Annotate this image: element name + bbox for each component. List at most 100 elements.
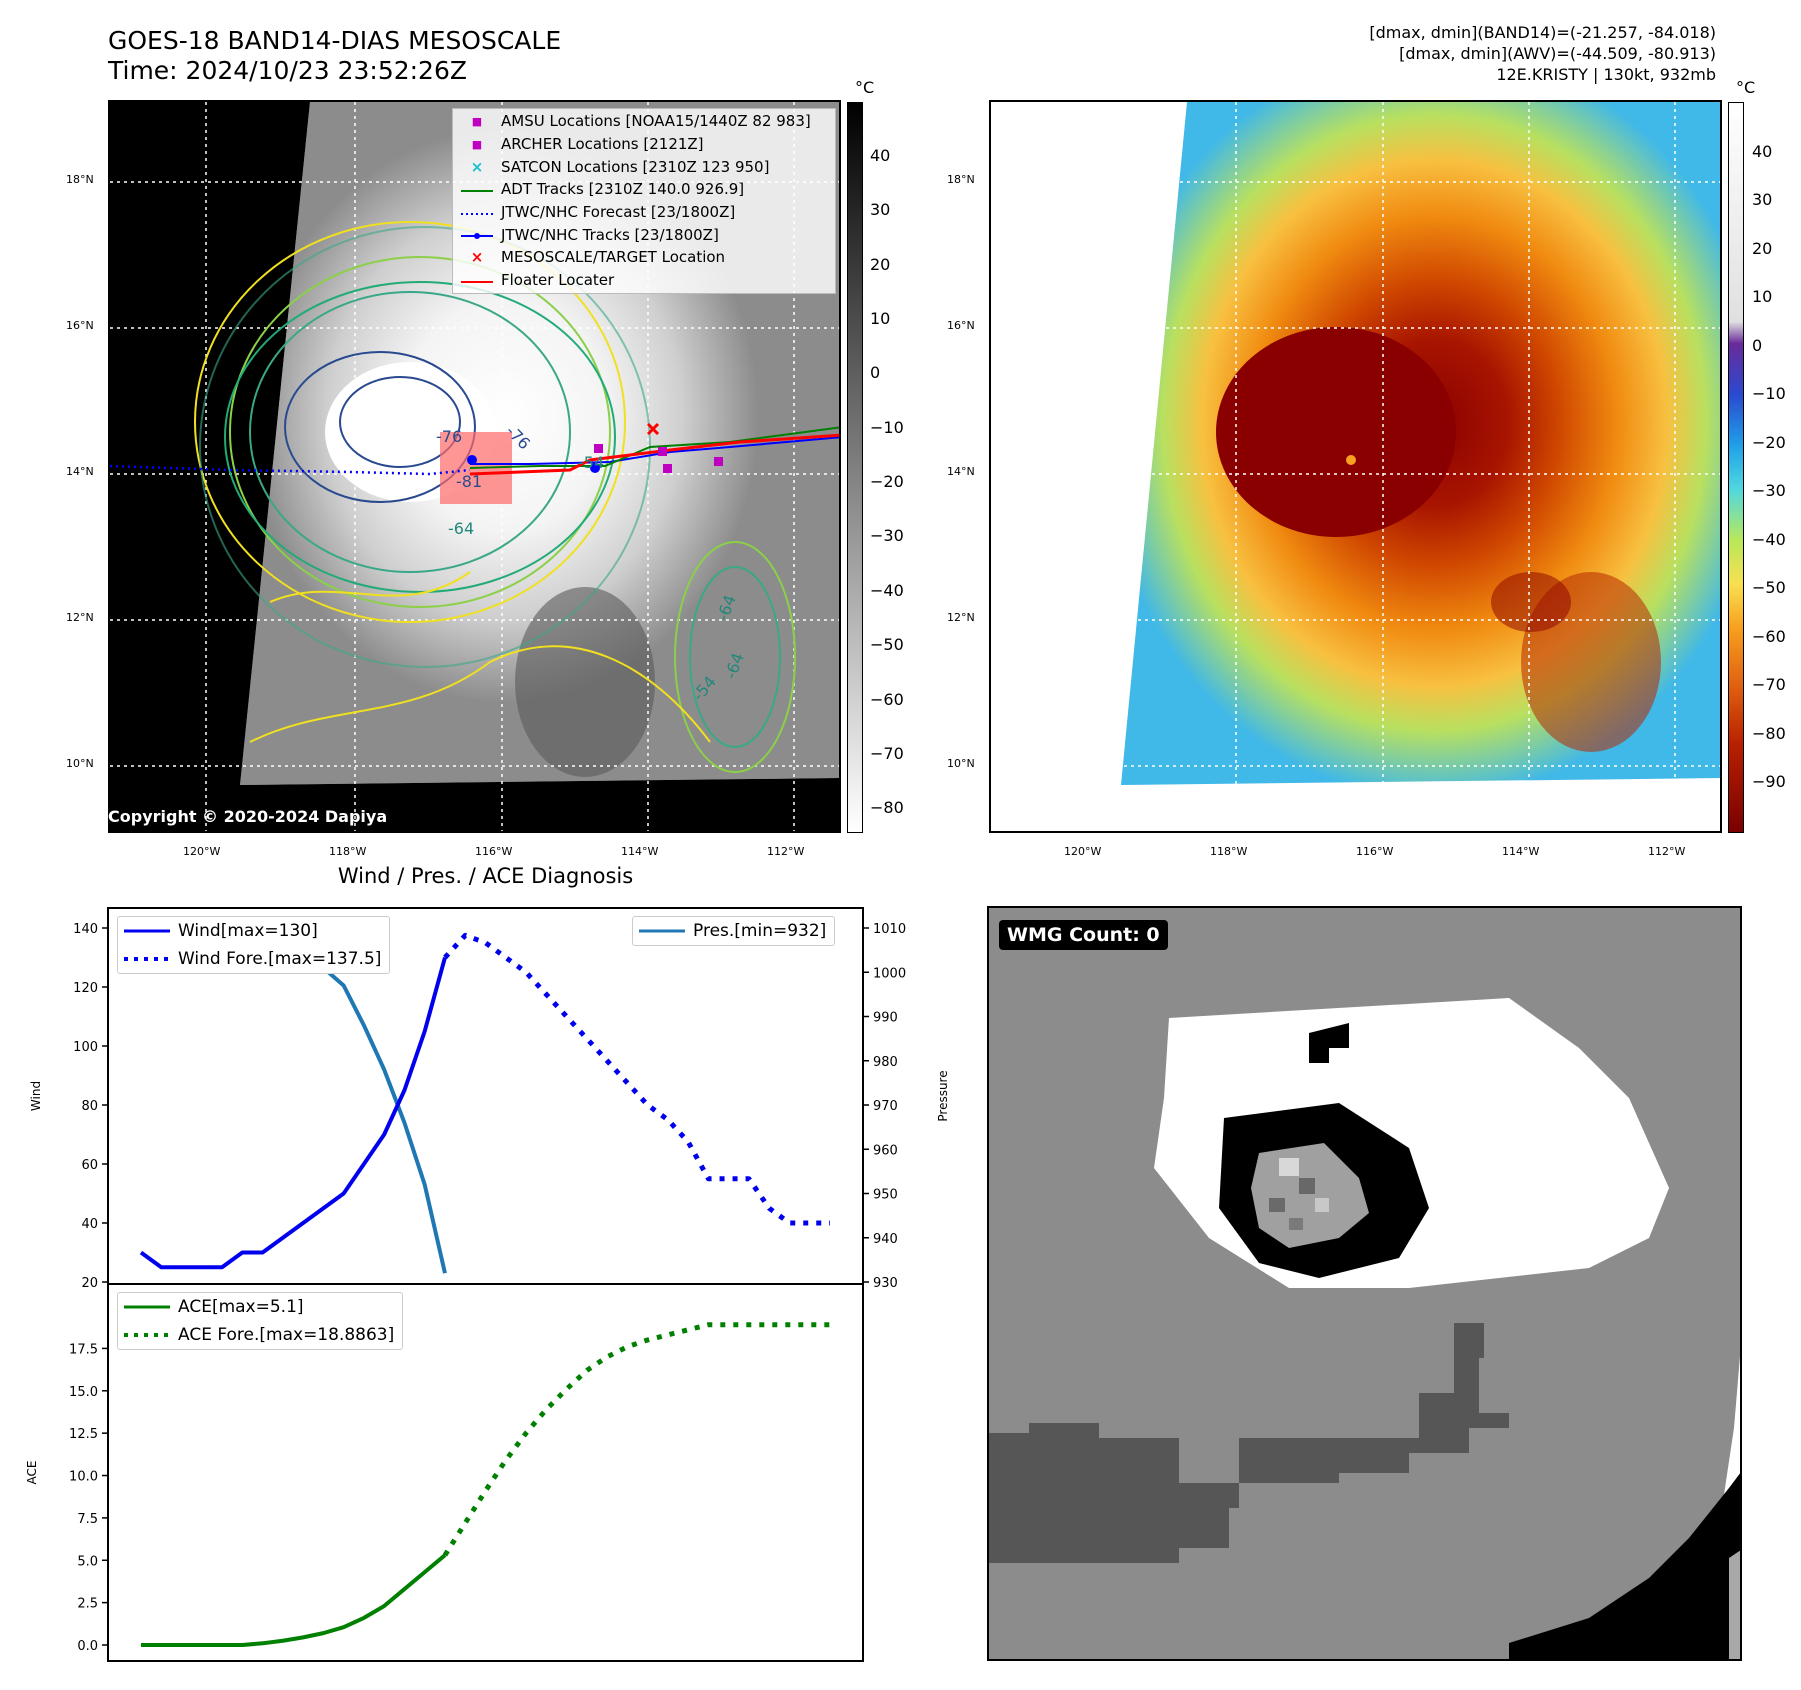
mesoscale-target-marker xyxy=(646,422,660,436)
black-arc xyxy=(1509,1473,1740,1659)
chart-title: Wind / Pres. / ACE Diagnosis xyxy=(337,864,634,888)
pressure-tick-label: 980 xyxy=(873,1055,898,1070)
lat-label: 18°N xyxy=(66,173,94,186)
ace-tick-label: 2.5 xyxy=(77,1597,98,1612)
ace-tick-label: 17.5 xyxy=(69,1342,98,1357)
wind-tick-label: 40 xyxy=(81,1217,98,1232)
colorbar-tick: 0 xyxy=(1752,336,1763,355)
floater-locater-line xyxy=(469,433,839,476)
ace-legend: ACE[max=5.1] ACE Fore.[max=18.8863] xyxy=(117,1292,404,1350)
wmg-count-badge: WMG Count: 0 xyxy=(999,920,1168,950)
colorbar-tick: 20 xyxy=(870,255,891,274)
lon-label: 118°W xyxy=(329,845,367,858)
pressure-line xyxy=(141,939,447,1274)
wind-forecast-line xyxy=(443,932,830,1226)
ir-map-panel: -76 -76 -81 -64 -54 -64 -64 -54 ■ AMSU Lo… xyxy=(108,100,841,833)
wind-legend: Wind[max=130] Wind Fore.[max=137.5] xyxy=(117,916,391,974)
legend-item-pressure: Pres.[min=932] xyxy=(639,921,827,941)
figure-title: GOES-18 BAND14-DIAS MESOSCALE Time: 2024… xyxy=(108,26,561,86)
legend-item-adt: ADT Tracks [2310Z 140.0 926.9] xyxy=(453,178,835,201)
title-line-1: GOES-18 BAND14-DIAS MESOSCALE xyxy=(108,26,562,55)
pressure-tick-label: 970 xyxy=(873,1099,898,1114)
colorbar-tick: −80 xyxy=(870,798,904,817)
ace-line xyxy=(141,1553,447,1647)
x-marker-icon: × xyxy=(470,248,484,267)
ace-tick-label: 5.0 xyxy=(77,1554,98,1569)
line-icon xyxy=(461,180,493,198)
legend-item-mesoscale: × MESOSCALE/TARGET Location xyxy=(453,246,835,269)
legend-item-wind-forecast: Wind Fore.[max=137.5] xyxy=(124,949,382,969)
lat-label: 12°N xyxy=(947,611,975,624)
wind-tick-label: 100 xyxy=(73,1040,98,1055)
svg-text:-64: -64 xyxy=(448,519,474,538)
colorbar-tick: −70 xyxy=(870,744,904,763)
title-line-2: Time: 2024/10/23 23:52:26Z xyxy=(108,56,467,85)
colorbar-tick: −30 xyxy=(1752,481,1786,500)
amsu-markers xyxy=(594,444,723,473)
track-point-marker xyxy=(467,455,477,465)
dark-band xyxy=(989,1323,1509,1563)
colorbar-tick: −40 xyxy=(1752,530,1786,549)
lon-label: 112°W xyxy=(1648,845,1686,858)
color-colorbar-unit: °C xyxy=(1736,78,1756,97)
colorbar-tick: 20 xyxy=(1752,239,1773,258)
line-icon xyxy=(461,271,493,289)
lat-label: 16°N xyxy=(947,319,975,332)
gray-colorbar-unit: °C xyxy=(855,78,875,97)
ace-tick-label: 15.0 xyxy=(69,1385,98,1400)
svg-text:-54: -54 xyxy=(578,453,604,472)
stats-line-3: 12E.KRISTY | 130kt, 932mb xyxy=(1496,65,1716,84)
pressure-tick-label: 930 xyxy=(873,1276,898,1291)
stats-line-1: [dmax, dmin](BAND14)=(-21.257, -84.018) xyxy=(1369,23,1716,42)
wind-tick-label: 60 xyxy=(81,1158,98,1173)
colorbar-tick: −90 xyxy=(1752,772,1786,791)
svg-text:-76: -76 xyxy=(436,427,462,446)
colorbar-tick: −10 xyxy=(1752,384,1786,403)
gray-colorbar xyxy=(847,102,863,833)
wind-tick-label: 80 xyxy=(81,1099,98,1114)
lat-label: 18°N xyxy=(947,173,975,186)
pressure-legend: Pres.[min=932] xyxy=(632,916,836,946)
colorbar-tick: 0 xyxy=(870,363,881,382)
lat-label: 10°N xyxy=(66,757,94,770)
legend-item-forecast: JTWC/NHC Forecast [23/1800Z] xyxy=(453,201,835,224)
pressure-tick-label: 960 xyxy=(873,1143,898,1158)
colorbar-tick: −40 xyxy=(870,581,904,600)
wmg-panel xyxy=(987,906,1742,1661)
line-dot-icon xyxy=(461,226,493,244)
pressure-tick-label: 1010 xyxy=(873,922,906,937)
colorbar-tick: −30 xyxy=(870,526,904,545)
lon-label: 116°W xyxy=(475,845,513,858)
ace-axis-label: ACE xyxy=(25,1461,39,1485)
jtwc-forecast-line xyxy=(110,464,471,476)
colorbar-tick: −50 xyxy=(1752,578,1786,597)
stats-block: [dmax, dmin](BAND14)=(-21.257, -84.018) … xyxy=(1369,22,1716,85)
colorbar-tick: −60 xyxy=(870,690,904,709)
jtwc-track-line xyxy=(470,436,839,465)
pressure-tick-label: 1000 xyxy=(873,966,906,981)
eye-marker xyxy=(1346,455,1356,465)
temperature-contours xyxy=(194,221,796,773)
ace-tick-label: 0.0 xyxy=(77,1639,98,1654)
ace-tick-label: 12.5 xyxy=(69,1427,98,1442)
colorbar-tick: −80 xyxy=(1752,724,1786,743)
pressure-axis-label: Pressure xyxy=(936,1070,950,1121)
color-colorbar xyxy=(1728,102,1744,833)
legend-item-jtwc-tracks: JTWC/NHC Tracks [23/1800Z] xyxy=(453,223,835,246)
wind-tick-label: 120 xyxy=(73,981,98,996)
colorbar-tick: 30 xyxy=(1752,190,1773,209)
dotted-line-icon xyxy=(461,203,493,221)
legend-item-ace-forecast: ACE Fore.[max=18.8863] xyxy=(124,1325,395,1345)
color-map-canvas xyxy=(991,102,1720,831)
legend-item-wind: Wind[max=130] xyxy=(124,921,318,941)
copyright-label: Copyright © 2020-2024 Dapiya xyxy=(108,807,388,826)
colorbar-tick: 10 xyxy=(1752,287,1773,306)
colorbar-tick: 40 xyxy=(1752,142,1773,161)
legend-item-archer: ■ ARCHER Locations [2121Z] xyxy=(453,133,835,156)
lon-label: 116°W xyxy=(1356,845,1394,858)
lon-label: 118°W xyxy=(1210,845,1248,858)
colorbar-tick: −10 xyxy=(870,418,904,437)
ace-forecast-line xyxy=(442,1322,830,1557)
colorbar-tick: 10 xyxy=(870,309,891,328)
track-point-marker xyxy=(590,463,600,473)
